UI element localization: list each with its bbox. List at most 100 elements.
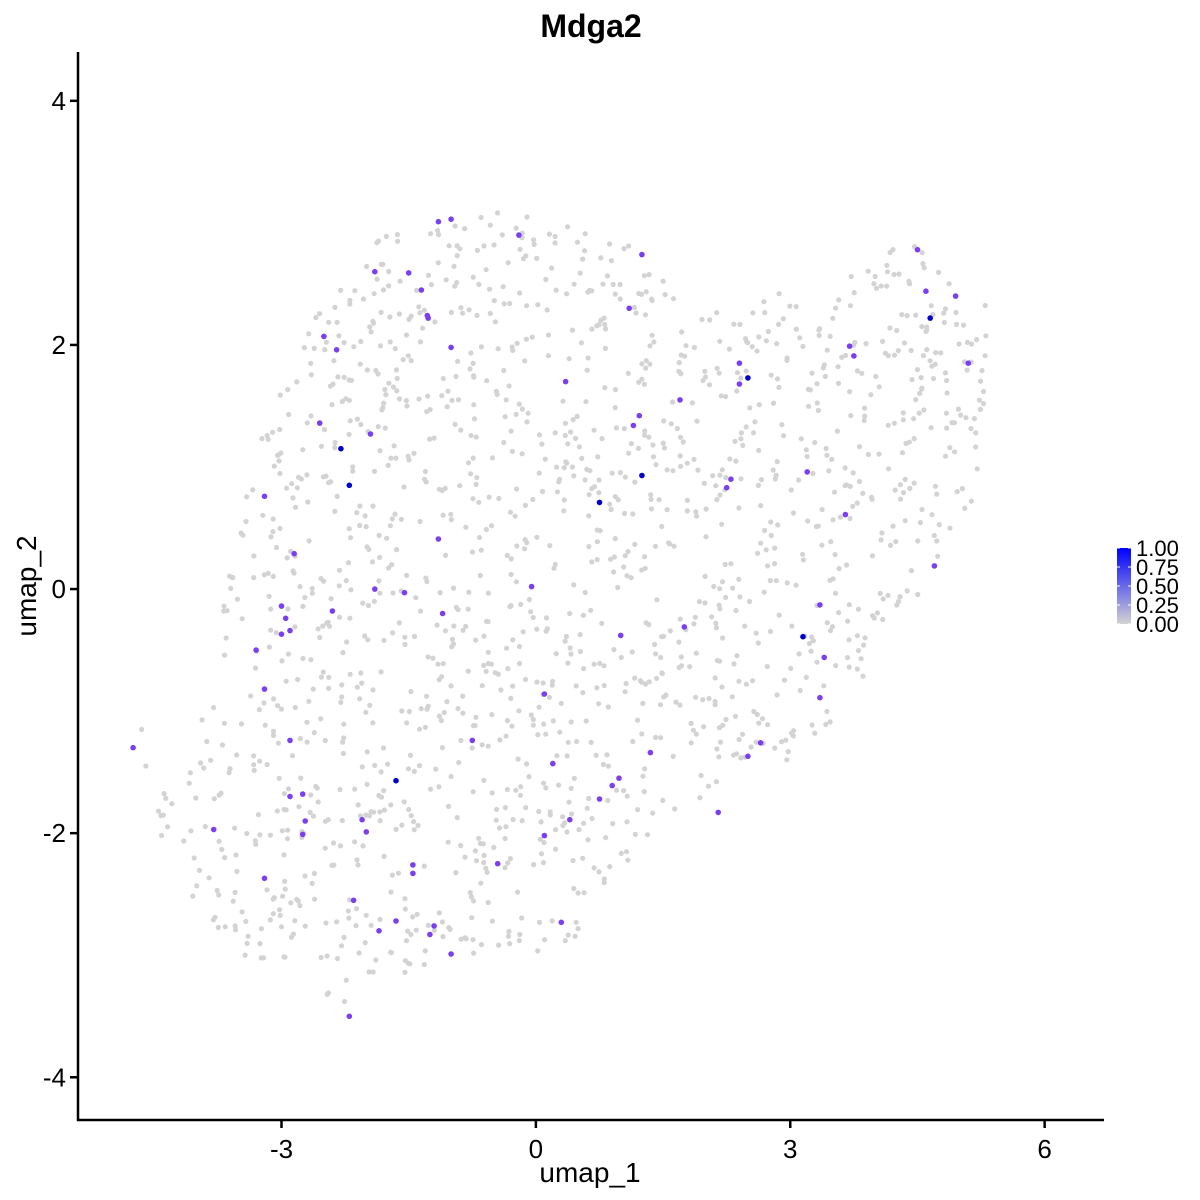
cell-point (947, 445, 953, 451)
cell-point (431, 927, 437, 933)
cell-point (824, 708, 830, 715)
cell-point (343, 396, 349, 402)
cell-point (876, 451, 882, 457)
cell-point (323, 473, 329, 479)
cell-point (323, 339, 329, 345)
cell-point (776, 384, 782, 390)
cell-point (617, 470, 624, 476)
cell-point (436, 713, 442, 719)
cell-point (705, 783, 712, 789)
cell-point (427, 786, 434, 792)
cell-point (759, 716, 766, 722)
cell-point (446, 243, 452, 249)
cell-point (535, 302, 541, 308)
cell-point (946, 281, 952, 287)
cell-point (670, 468, 676, 474)
cell-point (336, 333, 342, 339)
cell-point (624, 793, 630, 799)
cell-point (406, 806, 412, 813)
cell-point (762, 310, 768, 316)
cell-point (602, 345, 609, 351)
cell-point (455, 358, 461, 364)
cell-point (411, 819, 417, 825)
cell-point (252, 665, 259, 671)
cell-point (781, 677, 788, 683)
cell-point (661, 418, 667, 424)
cell-point (432, 319, 438, 325)
cell-point (478, 880, 484, 886)
expressed-cell-point (261, 875, 268, 882)
cell-point (324, 953, 330, 959)
cell-point (274, 452, 281, 458)
cell-point (430, 655, 436, 661)
cell-point (365, 637, 371, 643)
expressed-cell-point (927, 315, 933, 321)
expressed-cell-point (846, 343, 853, 350)
cell-point (913, 397, 919, 403)
expressed-cell-point (410, 870, 416, 877)
cell-point (758, 477, 765, 483)
cell-point (455, 706, 461, 712)
cell-point (454, 253, 460, 259)
cell-point (596, 701, 602, 707)
cell-point (388, 949, 394, 955)
cell-point (163, 795, 169, 801)
expressed-cell-point (923, 288, 929, 295)
cell-point (983, 333, 989, 339)
cell-point (318, 716, 324, 722)
cell-point (575, 890, 581, 896)
cell-point (285, 827, 291, 833)
cell-point (268, 534, 274, 540)
colorbar (1117, 548, 1131, 624)
cell-point (847, 483, 853, 489)
cell-point (876, 384, 882, 390)
chart-title: Mdga2 (540, 8, 641, 44)
cell-point (536, 704, 542, 710)
cell-point (611, 569, 617, 575)
cell-point (285, 387, 291, 393)
cell-point (693, 694, 699, 700)
cell-point (621, 564, 627, 570)
cell-point (279, 828, 285, 834)
cell-point (206, 875, 212, 881)
cell-point (502, 805, 508, 811)
cell-point (550, 678, 556, 684)
cell-point (424, 706, 430, 712)
cell-point (437, 590, 443, 596)
cell-point (858, 656, 864, 662)
cell-point (528, 609, 534, 615)
cell-point (601, 876, 607, 882)
expressed-cell-point (431, 923, 437, 929)
cell-point (980, 388, 987, 395)
cell-point (380, 261, 386, 267)
cell-point (402, 969, 408, 975)
cell-point (310, 813, 317, 819)
cell-point (243, 918, 249, 925)
cell-point (830, 315, 836, 321)
cell-point (974, 337, 980, 343)
cell-point (326, 319, 332, 325)
cell-point (780, 316, 787, 322)
cell-point (425, 922, 431, 928)
cell-point (403, 332, 410, 338)
cell-point (648, 506, 655, 512)
cell-point (494, 391, 500, 398)
cell-point (481, 633, 487, 639)
cell-point (270, 732, 277, 739)
cell-point (347, 301, 353, 307)
cell-point (365, 602, 371, 609)
cell-point (593, 752, 599, 758)
expressed-cell-point (282, 615, 289, 622)
expressed-cell-point (558, 919, 565, 926)
cell-point (394, 547, 400, 553)
cell-point (717, 472, 723, 478)
cell-point (366, 813, 373, 819)
cell-point (796, 651, 802, 657)
cell-point (547, 809, 553, 815)
cell-point (393, 367, 400, 373)
cell-point (944, 377, 950, 384)
cell-point (652, 641, 658, 648)
cell-point (896, 598, 902, 605)
cell-point (772, 476, 779, 482)
cell-point (381, 807, 388, 813)
